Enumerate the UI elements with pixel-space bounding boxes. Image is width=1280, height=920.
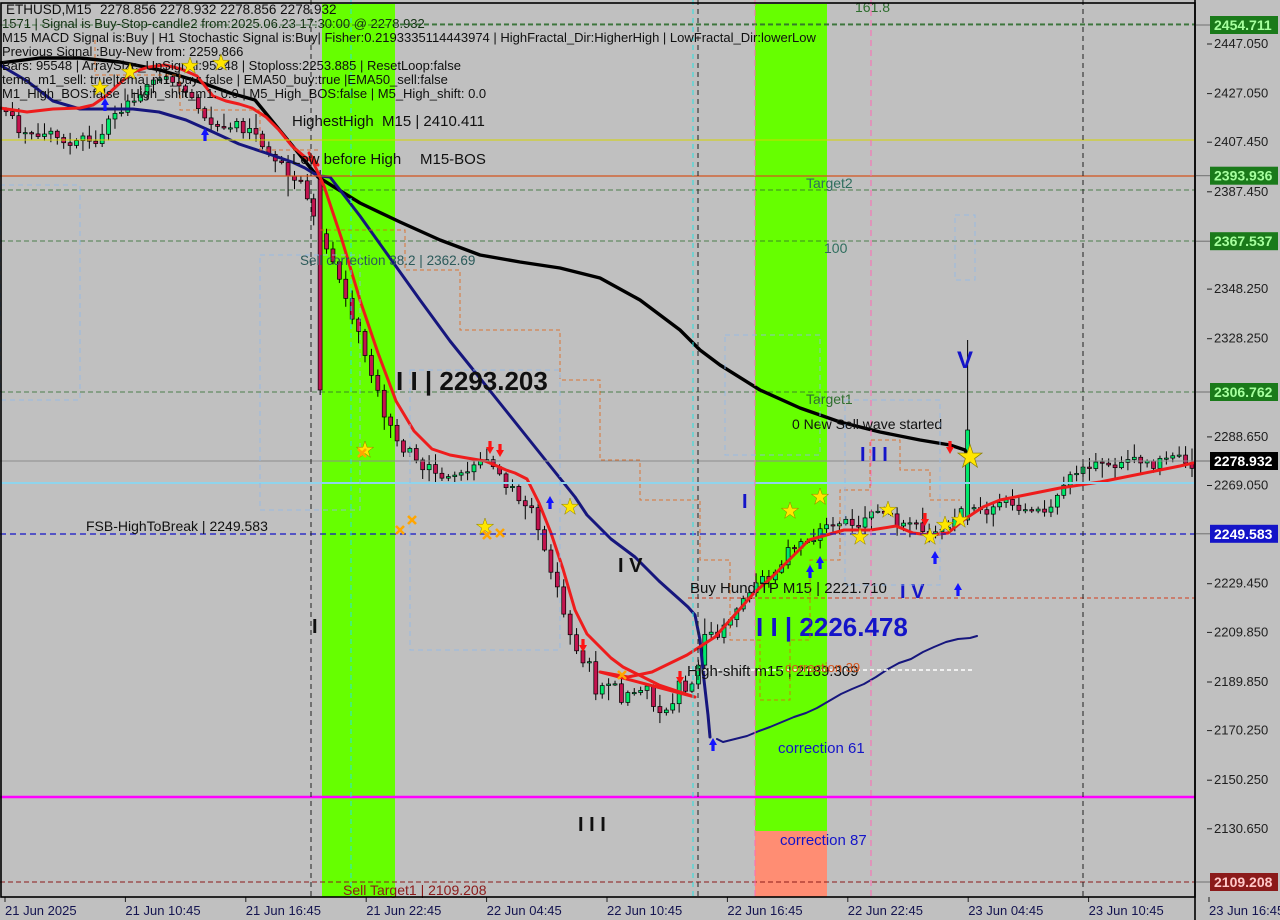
svg-text:22 Jun 10:45: 22 Jun 10:45 (607, 903, 682, 918)
svg-text:2367.537: 2367.537 (1214, 233, 1273, 249)
svg-text:2407.450: 2407.450 (1214, 134, 1268, 149)
svg-text:2288.650: 2288.650 (1214, 429, 1268, 444)
svg-text:I I | 2226.478: I I | 2226.478 (756, 612, 908, 642)
svg-text:2229.450: 2229.450 (1214, 576, 1268, 591)
svg-text:22 Jun 16:45: 22 Jun 16:45 (727, 903, 802, 918)
svg-text:2348.250: 2348.250 (1214, 281, 1268, 296)
svg-text:2189.850: 2189.850 (1214, 674, 1268, 689)
svg-text:2278.856 2278.932 2278.856 227: 2278.856 2278.932 2278.856 2278.932 (100, 2, 336, 17)
svg-text:Sell Target1 | 2109.208: Sell Target1 | 2109.208 (343, 882, 487, 898)
svg-text:I: I (312, 616, 318, 638)
svg-text:21 Jun 10:45: 21 Jun 10:45 (125, 903, 200, 918)
svg-text:M15 MACD Signal is:Buy | H1 St: M15 MACD Signal is:Buy | H1 Stochastic S… (2, 30, 816, 45)
svg-text:100: 100 (824, 240, 848, 256)
svg-text:ETHUSD,M15: ETHUSD,M15 (6, 2, 92, 17)
svg-text:2209.850: 2209.850 (1214, 624, 1268, 639)
svg-text:2306.762: 2306.762 (1214, 384, 1273, 400)
svg-text:2387.450: 2387.450 (1214, 184, 1268, 199)
svg-text:21 Jun 22:45: 21 Jun 22:45 (366, 903, 441, 918)
svg-text:Target2: Target2 (806, 175, 853, 191)
svg-text:FSB-HighToBreak | 2249.583: FSB-HighToBreak | 2249.583 (86, 518, 268, 534)
svg-text:I I I: I I I (578, 814, 606, 836)
svg-text:I V: I V (618, 555, 643, 577)
svg-text:2130.650: 2130.650 (1214, 821, 1268, 836)
svg-text:23 Jun 16:45: 23 Jun 16:45 (1209, 903, 1280, 918)
svg-text:M1_High_BOS:false | High_shift: M1_High_BOS:false | High_shift_m1: 0.0 |… (2, 86, 486, 101)
svg-text:I V: I V (900, 581, 925, 603)
svg-text:Target1: Target1 (806, 391, 853, 407)
svg-text:23 Jun 10:45: 23 Jun 10:45 (1089, 903, 1164, 918)
svg-text:2278.932: 2278.932 (1214, 453, 1273, 469)
svg-text:2109.208: 2109.208 (1214, 874, 1273, 890)
svg-text:2249.583: 2249.583 (1214, 526, 1273, 542)
svg-text:2150.250: 2150.250 (1214, 772, 1268, 787)
svg-text:1571 | Signal is Buy-Stop-cand: 1571 | Signal is Buy-Stop-candle2 from:2… (2, 16, 425, 31)
svg-text:Bars: 95548 | ArraySize_UpSign: Bars: 95548 | ArraySize_UpSignal:95548 |… (2, 58, 461, 73)
svg-text:2447.050: 2447.050 (1214, 36, 1268, 51)
svg-text:21 Jun 16:45: 21 Jun 16:45 (246, 903, 321, 918)
svg-text:Previous Signal :Buy-New from:: Previous Signal :Buy-New from: 2259.866 (2, 44, 243, 59)
svg-text:I I | 2293.203: I I | 2293.203 (396, 366, 548, 396)
svg-text:23 Jun 04:45: 23 Jun 04:45 (968, 903, 1043, 918)
svg-text:2269.050: 2269.050 (1214, 478, 1268, 493)
svg-text:correction 61: correction 61 (778, 740, 865, 757)
svg-text:0 New Sell wave started: 0 New Sell wave started (792, 416, 942, 432)
svg-text:2427.050: 2427.050 (1214, 86, 1268, 101)
svg-text:2393.936: 2393.936 (1214, 168, 1273, 184)
svg-text:correction 87: correction 87 (780, 832, 867, 849)
svg-text:2454.711: 2454.711 (1214, 17, 1272, 33)
svg-text:2328.250: 2328.250 (1214, 331, 1268, 346)
svg-text:tema_m1_sell: true|tema_m1_buy: tema_m1_sell: true|tema_m1_buy: false | … (2, 72, 448, 87)
svg-text:I I I: I I I (860, 444, 888, 466)
svg-text:I: I (742, 491, 748, 513)
svg-text:21 Jun 2025: 21 Jun 2025 (5, 903, 77, 918)
svg-text:2170.250: 2170.250 (1214, 723, 1268, 738)
svg-text:correction 39: correction 39 (785, 660, 860, 675)
svg-text:Buy Hund TP M15 | 2221.710: Buy Hund TP M15 | 2221.710 (690, 580, 887, 597)
svg-text:V: V (957, 347, 973, 374)
svg-text:22 Jun 22:45: 22 Jun 22:45 (848, 903, 923, 918)
svg-text:22 Jun 04:45: 22 Jun 04:45 (487, 903, 562, 918)
